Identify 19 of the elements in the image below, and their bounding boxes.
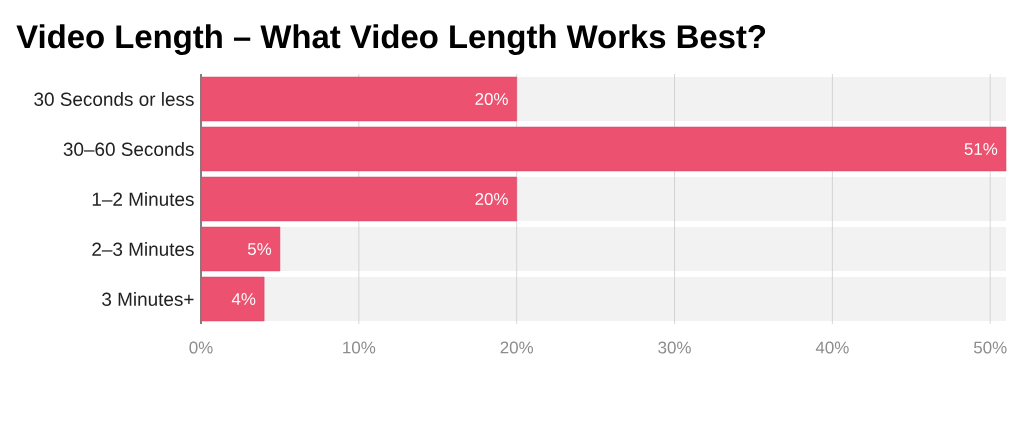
bar (200, 226, 281, 272)
y-tick-label: 30 Seconds or less (34, 92, 194, 106)
x-tick-label: 40% (815, 341, 849, 354)
data-label: 4% (231, 293, 256, 305)
x-tick-label: 20% (500, 341, 534, 354)
data-label: 5% (247, 243, 272, 255)
x-tick-label: 30% (658, 341, 691, 354)
y-tick-label: 30–60 Seconds (63, 142, 194, 156)
y-tick-label: 1–2 Minutes (92, 192, 194, 206)
x-tick-label: 10% (343, 341, 376, 354)
data-label: 20% (475, 93, 508, 106)
x-tick-label: 50% (973, 341, 1007, 354)
data-label: 20% (475, 193, 508, 206)
data-label: 51% (964, 143, 998, 155)
y-tick-label: 2–3 Minutes (92, 242, 194, 256)
y-tick-label: 3 Minutes+ (102, 292, 194, 306)
bar (200, 276, 265, 322)
chart-title: Video Length – What Video Length Works Best? (16, 24, 766, 55)
x-tick-label: 0% (189, 341, 213, 354)
